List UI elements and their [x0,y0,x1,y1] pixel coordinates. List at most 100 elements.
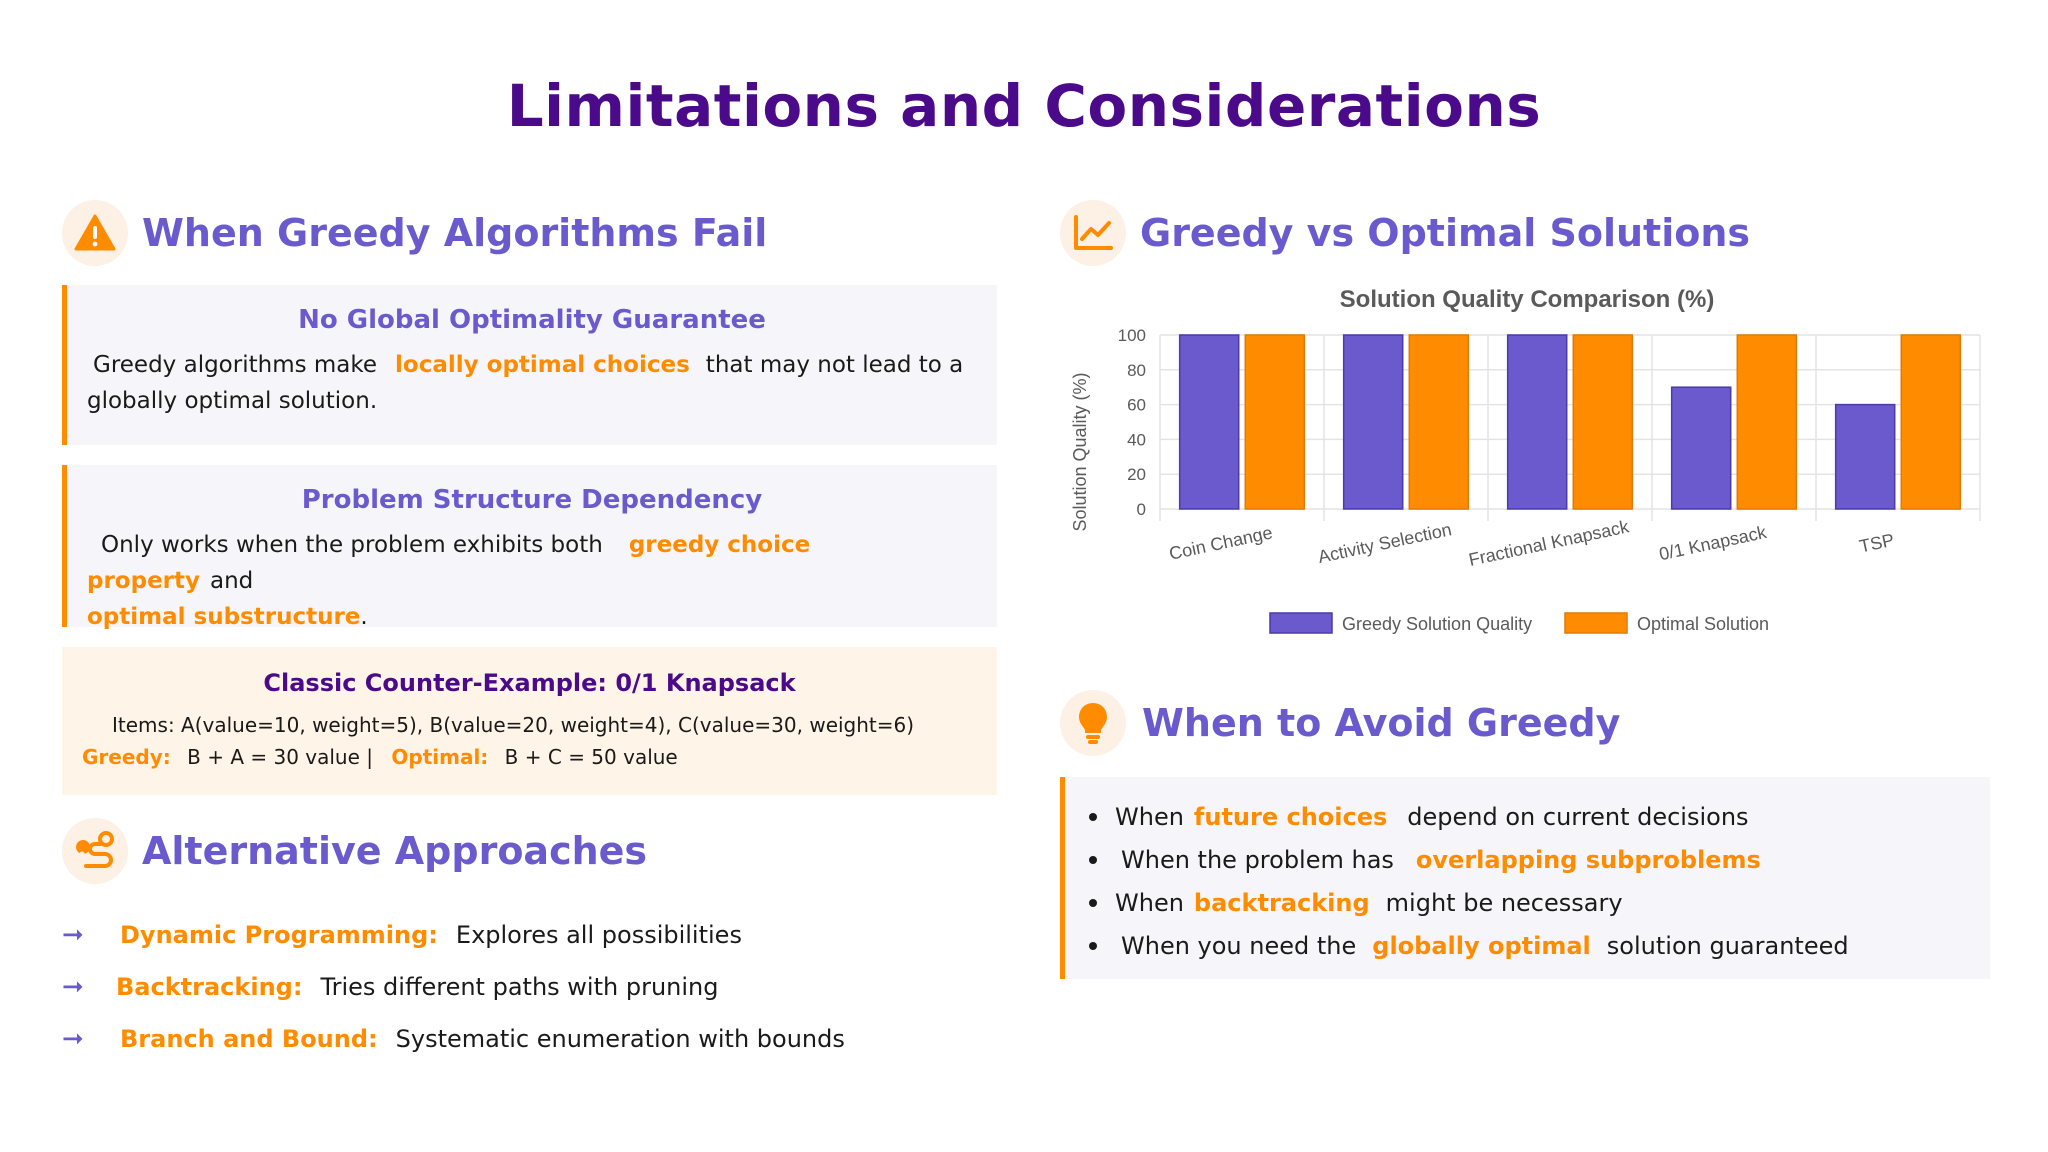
x-tick-label: Activity Selection [1316,519,1453,567]
chart-ylabel: Solution Quality (%) [1070,372,1090,531]
structure-highlight-1: greedy choice property [87,532,811,594]
avoid-text-pre: When [1115,802,1184,831]
greedy-label: Greedy: [82,745,171,769]
bullet-icon [1089,855,1097,864]
chart-bar [1834,403,1896,510]
structure-highlight-2: optimal substructure [87,604,361,630]
greedy-value: B + A = 30 value | [187,745,374,769]
legend-swatch [1564,612,1628,634]
counter-example-items: Items: A(value=10, weight=5), B(value=20… [82,709,977,741]
avoid-card: When future choices depend on current deci… [1060,777,1990,979]
avoid-heading: When to Avoid Greedy [1142,701,1621,745]
list-item: When future choices depend on current deci… [1089,795,1966,838]
legend-label: Optimal Solution [1637,614,1769,634]
lightbulb-icon [1060,690,1126,756]
chart-bar [1342,334,1404,510]
optimal-label: Optimal: [391,745,489,769]
alternative-desc: Tries different paths with pruning [320,973,719,1001]
y-tick-label: 80 [1127,361,1146,380]
x-tick-label: TSP [1858,530,1896,557]
structure-card-title: Problem Structure Dependency [301,485,763,515]
chart-bar [1244,334,1306,510]
alternative-desc: Explores all possibilities [455,921,742,949]
alternative-name: Backtracking: [116,973,303,1001]
optimal-value: B + C = 50 value [504,745,678,769]
chart-bar [1408,334,1470,510]
fail-section-header: When Greedy Algorithms Fail [62,195,997,271]
y-tick-label: 0 [1137,500,1146,519]
optimality-highlight: locally optimal choices [395,352,690,378]
chart-bar [1900,334,1962,510]
avoid-highlight: globally optimal [1372,931,1591,960]
avoid-text-pre: When the problem has [1121,845,1394,874]
list-item: When backtracking might be necessary [1089,881,1966,924]
avoid-text-pre: When you need the [1121,931,1357,960]
warning-icon [62,200,128,266]
chart-bar [1178,334,1240,510]
avoid-highlight: overlapping subproblems [1415,845,1761,874]
line-chart-icon [1060,200,1126,266]
chart-bar [1736,334,1798,510]
optimality-text-pre: Greedy algorithms make [93,352,378,378]
bullet-icon [1089,812,1097,821]
y-tick-label: 60 [1127,396,1146,415]
y-tick-label: 100 [1118,326,1146,345]
optimality-card: No Global Optimality Guarantee Greedy al… [62,285,997,445]
optimality-text-post: that may not lead to a globally optimal … [87,352,964,414]
optimality-card-title: No Global Optimality Guarantee [298,305,766,335]
structure-card-body: Only works when the problem exhibits bot… [87,527,977,635]
page-title: Limitations and Considerations [506,72,1542,140]
alternatives-heading: Alternative Approaches [142,829,648,873]
alternatives-list: ➞ Dynamic Programming: Explores all poss… [62,909,997,1065]
avoid-text-post: depend on current decisions [1407,802,1749,831]
arrow-right-icon: ➞ [62,972,84,1002]
optimality-card-body: Greedy algorithms make locally optimal ch… [87,347,977,419]
structure-text-pre: Only works when the problem exhibits bot… [101,532,603,558]
x-tick-label: 0/1 Knapsack [1657,522,1769,564]
avoid-text-pre: When [1115,888,1184,917]
counter-example-title: Classic Counter-Example: 0/1 Knapsack [263,669,796,697]
bullet-icon [1089,898,1097,907]
alternative-desc: Systematic enumeration with bounds [395,1025,845,1053]
right-column: Greedy vs Optimal Solutions Solution Qua… [1060,195,1990,979]
list-item: When you need the globally optimal solutio… [1089,924,1966,967]
avoid-text-post: solution guaranteed [1606,931,1849,960]
y-tick-label: 40 [1127,430,1146,449]
comparison-heading: Greedy vs Optimal Solutions [1140,211,1751,255]
chart-title: Solution Quality Comparison (%) [1340,286,1715,313]
left-column: When Greedy Algorithms Fail No Global Op… [62,195,997,1065]
avoid-highlight: future choices [1193,802,1388,831]
chart-bar [1572,334,1634,510]
list-item: ➞ Branch and Bound: Systematic enumerati… [62,1013,997,1065]
avoid-highlight: backtracking [1193,888,1370,917]
x-tick-label: Fractional Knapsack [1467,516,1632,570]
quality-chart: Solution Quality Comparison (%) Solution… [1060,277,1990,677]
structure-text-mid: and [210,568,254,594]
list-item: ➞ Backtracking: Tries different paths wi… [62,961,997,1013]
route-icon [62,818,128,884]
counter-items-text: Items: A(value=10, weight=5), B(value=20… [112,713,915,737]
alternative-name: Dynamic Programming: [120,921,438,949]
alternative-name: Branch and Bound: [120,1025,378,1053]
chart-bar [1506,334,1568,510]
list-item: When the problem has overlapping subprobl… [1089,838,1966,881]
structure-text-post: . [360,604,368,630]
list-item: ➞ Dynamic Programming: Explores all poss… [62,909,997,961]
avoid-text-post: might be necessary [1385,888,1623,917]
y-tick-label: 20 [1127,465,1146,484]
comparison-section-header: Greedy vs Optimal Solutions [1060,195,1990,271]
legend-swatch [1269,612,1333,634]
avoid-section-header: When to Avoid Greedy [1060,685,1990,761]
alternatives-section-header: Alternative Approaches [62,813,997,889]
counter-example-result: Greedy: B + A = 30 value | Optimal: B + … [82,741,977,773]
legend-label: Greedy Solution Quality [1342,614,1532,634]
chart-bar [1670,386,1732,510]
x-tick-label: Coin Change [1167,522,1274,563]
bullet-icon [1089,941,1097,950]
quality-chart-svg: Solution Quality Comparison (%) Solution… [1070,286,1981,634]
fail-heading: When Greedy Algorithms Fail [142,211,768,255]
structure-card: Problem Structure Dependency Only works … [62,465,997,630]
arrow-right-icon: ➞ [62,1024,84,1054]
counter-example-card: Classic Counter-Example: 0/1 Knapsack It… [62,647,997,795]
arrow-right-icon: ➞ [62,920,84,950]
